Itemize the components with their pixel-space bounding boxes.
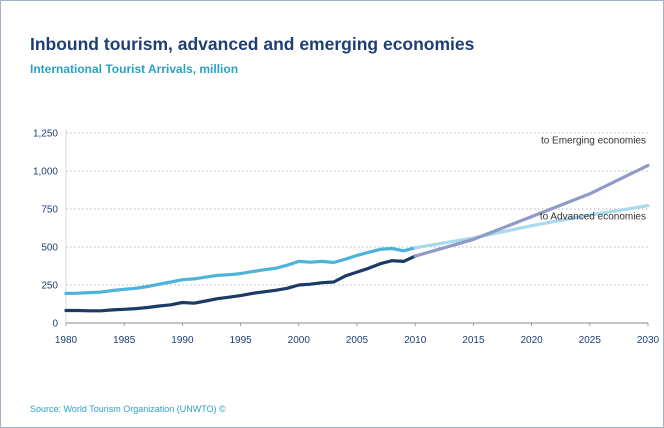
series-line-emerging-forecast [413, 163, 650, 258]
source-note: Source: World Tourism Organization (UNWT… [30, 404, 226, 414]
annotations: to Emerging economies to Advanced economi… [540, 135, 646, 222]
chart-subtitle: International Tourist Arrivals, million [30, 62, 239, 76]
x-tick-label: 2025 [579, 335, 602, 346]
y-tick-label: 250 [41, 281, 58, 292]
series-annotation: to Advanced economies [540, 212, 646, 223]
x-tick-label: 1990 [171, 335, 194, 346]
x-tick-label: 2010 [404, 335, 427, 346]
y-tick-label: 0 [52, 319, 58, 330]
y-tick-label: 1,250 [33, 129, 58, 140]
series-line-advanced-actual [64, 246, 417, 295]
series-line-advanced-forecast [413, 204, 650, 250]
x-tick-label: 2015 [462, 335, 485, 346]
x-tick-label: 2000 [288, 335, 311, 346]
x-tick-label: 2005 [346, 335, 369, 346]
y-tick-label: 750 [41, 205, 58, 216]
series-lines [64, 163, 650, 313]
chart-title: Inbound tourism, advanced and emerging e… [30, 34, 475, 54]
grid-lines [66, 132, 648, 286]
y-tick-label: 1,000 [33, 167, 58, 178]
axes: 0 250 500 750 1,000 1,250 1980 1985 1990 1995 2000… [33, 129, 660, 347]
x-tick-label: 2030 [637, 335, 660, 346]
x-tick-label: 2020 [520, 335, 543, 346]
x-tick-label: 1995 [229, 335, 252, 346]
series-annotation: to Emerging economies [541, 135, 646, 146]
x-tick-label: 1985 [113, 335, 136, 346]
x-tick-label: 1980 [55, 335, 78, 346]
y-tick-label: 500 [41, 243, 58, 254]
series-line-emerging-actual [64, 254, 417, 313]
